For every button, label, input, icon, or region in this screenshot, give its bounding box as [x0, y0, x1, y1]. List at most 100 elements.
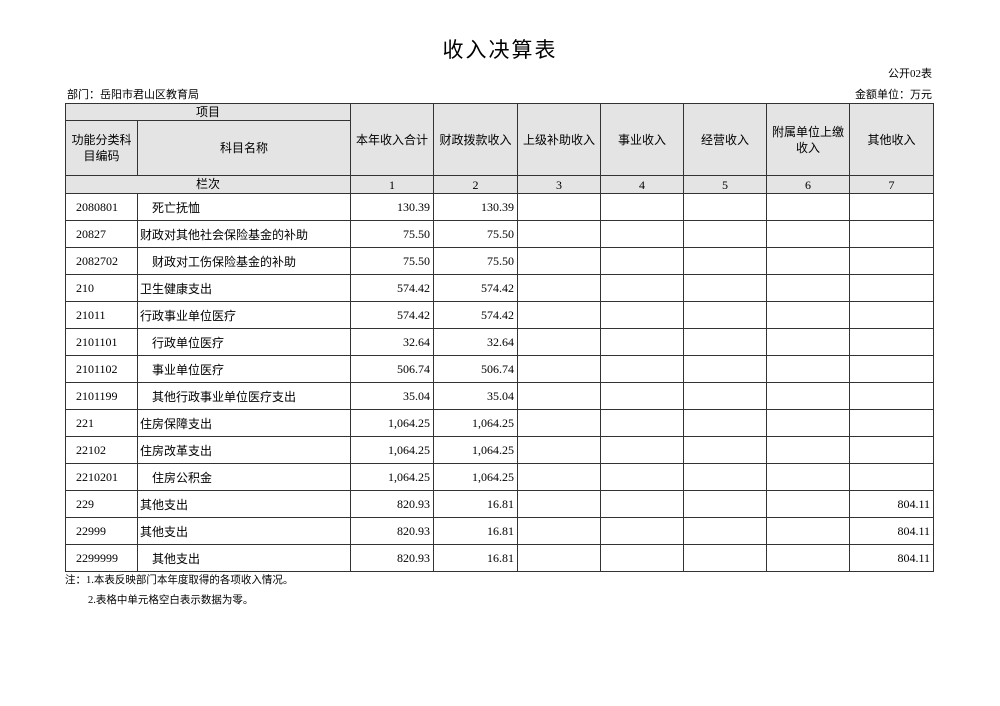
- amount-cell: [766, 247, 851, 275]
- column-header: 经营收入: [683, 103, 768, 176]
- data-row: 2101102 事业单位医疗 506.74 506.74: [65, 355, 935, 383]
- amount-cell: [517, 247, 602, 275]
- data-row: 221 住房保障支出 1,064.25 1,064.25: [65, 409, 935, 437]
- amount-cell: 804.11: [849, 490, 935, 518]
- column-header: 本年收入合计: [350, 103, 435, 176]
- code-cell: 2101101: [65, 328, 138, 356]
- column-header: 科目名称: [136, 120, 352, 176]
- column-number: 4: [600, 175, 685, 194]
- amount-cell: [766, 436, 851, 464]
- amount-cell: [517, 436, 602, 464]
- data-row: 210 卫生健康支出 574.42 574.42: [65, 274, 935, 302]
- amount-cell: [683, 490, 768, 518]
- amount-cell: [849, 355, 935, 383]
- amount-cell: [683, 301, 768, 329]
- amount-cell: 1,064.25: [350, 409, 435, 437]
- column-header: 其他收入: [849, 103, 935, 176]
- amount-cell: [600, 274, 685, 302]
- data-row: 21011 行政事业单位医疗 574.42 574.42: [65, 301, 935, 329]
- amount-cell: [600, 247, 685, 275]
- amount-cell: [600, 193, 685, 221]
- data-row: 22999 其他支出 820.93 16.81 804.11: [65, 517, 935, 545]
- name-cell: 行政单位医疗: [136, 328, 352, 356]
- amount-cell: [517, 193, 602, 221]
- amount-cell: [683, 247, 768, 275]
- amount-cell: 804.11: [849, 517, 935, 545]
- amount-cell: [766, 463, 851, 491]
- amount-cell: [600, 436, 685, 464]
- amount-cell: [517, 517, 602, 545]
- name-cell: 卫生健康支出: [136, 274, 352, 302]
- amount-cell: [517, 544, 602, 572]
- name-cell: 行政事业单位医疗: [136, 301, 352, 329]
- amount-cell: [683, 436, 768, 464]
- amount-cell: 130.39: [350, 193, 435, 221]
- amount-cell: [683, 328, 768, 356]
- code-cell: 21011: [65, 301, 138, 329]
- amount-cell: 75.50: [350, 247, 435, 275]
- amount-cell: 75.50: [350, 220, 435, 248]
- column-number: 1: [350, 175, 435, 194]
- amount-cell: 820.93: [350, 490, 435, 518]
- code-cell: 210: [65, 274, 138, 302]
- amount-cell: 1,064.25: [350, 436, 435, 464]
- index-label: 栏次: [64, 175, 352, 194]
- column-number: 3: [517, 175, 602, 194]
- amount-cell: [683, 544, 768, 572]
- amount-cell: [683, 517, 768, 545]
- data-row: 2210201 住房公积金 1,064.25 1,064.25: [65, 463, 935, 491]
- index-row: 栏次 1 2 3 4 5 6 7: [64, 175, 935, 194]
- name-cell: 其他支出: [136, 544, 352, 572]
- name-cell: 财政对其他社会保险基金的补助: [136, 220, 352, 248]
- column-header: 财政拨款收入: [433, 103, 519, 176]
- amount-cell: [849, 409, 935, 437]
- amount-cell: 16.81: [433, 517, 519, 545]
- name-cell: 住房改革支出: [136, 436, 352, 464]
- code-cell: 2210201: [65, 463, 138, 491]
- amount-cell: [600, 463, 685, 491]
- header-row: 项目 本年收入合计 财政拨款收入 上级补助收入 事业收入 经营收入 附属单位上缴收入 其他收入: [64, 103, 935, 176]
- amount-cell: [849, 301, 935, 329]
- data-row: 2082702 财政对工伤保险基金的补助 75.50 75.50: [65, 247, 935, 275]
- note: 注：1.本表反映部门本年度取得的各项收入情况。: [65, 575, 294, 586]
- data-row: 2080801 死亡抚恤 130.39 130.39: [65, 193, 935, 221]
- amount-cell: 1,064.25: [350, 463, 435, 491]
- form-number: 公开02表: [888, 68, 932, 80]
- name-cell: 住房保障支出: [136, 409, 352, 437]
- name-cell: 其他行政事业单位医疗支出: [136, 382, 352, 410]
- code-cell: 22102: [65, 436, 138, 464]
- amount-cell: 820.93: [350, 544, 435, 572]
- header-row: 功能分类科目编码 科目名称: [65, 120, 934, 176]
- column-header: 上级补助收入: [517, 103, 602, 176]
- amount-cell: [849, 436, 935, 464]
- amount-cell: 506.74: [433, 355, 519, 383]
- data-row: 2299999 其他支出 820.93 16.81 804.11: [65, 544, 935, 572]
- amount-cell: [766, 544, 851, 572]
- amount-cell: [600, 409, 685, 437]
- amount-cell: 574.42: [433, 301, 519, 329]
- code-cell: 2101199: [65, 382, 138, 410]
- data-row: 229 其他支出 820.93 16.81 804.11: [65, 490, 935, 518]
- amount-cell: [766, 490, 851, 518]
- amount-cell: [849, 220, 935, 248]
- amount-cell: 574.42: [350, 274, 435, 302]
- amount-cell: [517, 409, 602, 437]
- code-cell: 2101102: [65, 355, 138, 383]
- column-number: 7: [849, 175, 935, 194]
- amount-cell: [766, 517, 851, 545]
- note: 2.表格中单元格空白表示数据为零。: [88, 595, 254, 606]
- code-cell: 2082702: [65, 247, 138, 275]
- column-number: 2: [433, 175, 519, 194]
- amount-cell: [683, 355, 768, 383]
- amount-cell: [683, 220, 768, 248]
- column-header: 事业收入: [600, 103, 685, 176]
- name-cell: 死亡抚恤: [136, 193, 352, 221]
- amount-cell: [600, 517, 685, 545]
- amount-cell: 574.42: [350, 301, 435, 329]
- name-cell: 其他支出: [136, 517, 352, 545]
- amount-cell: [683, 382, 768, 410]
- amount-cell: 1,064.25: [433, 463, 519, 491]
- income-table: 项目 本年收入合计 财政拨款收入 上级补助收入 事业收入 经营收入 附属单位上缴收入 其他收入…: [64, 103, 935, 572]
- amount-cell: [600, 301, 685, 329]
- code-cell: 2299999: [65, 544, 138, 572]
